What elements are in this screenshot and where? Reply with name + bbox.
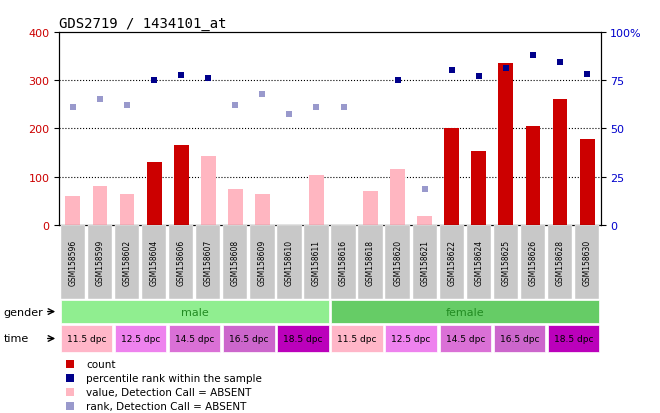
Text: time: time [3, 334, 28, 344]
Text: GSM158596: GSM158596 [69, 239, 77, 285]
Text: GSM158622: GSM158622 [447, 239, 456, 285]
FancyBboxPatch shape [331, 300, 599, 324]
Text: GSM158624: GSM158624 [475, 239, 483, 285]
Text: GSM158620: GSM158620 [393, 239, 402, 285]
FancyBboxPatch shape [61, 225, 85, 299]
FancyBboxPatch shape [331, 325, 383, 353]
FancyBboxPatch shape [358, 225, 383, 299]
Text: count: count [86, 359, 116, 369]
Text: percentile rank within the sample: percentile rank within the sample [86, 373, 262, 383]
FancyBboxPatch shape [115, 325, 166, 353]
Bar [65, 196, 81, 225]
Text: GSM158606: GSM158606 [177, 239, 185, 285]
Text: gender: gender [3, 307, 43, 317]
FancyBboxPatch shape [250, 225, 275, 299]
Text: 18.5 dpc: 18.5 dpc [554, 334, 593, 343]
FancyBboxPatch shape [169, 225, 193, 299]
Bar [228, 189, 243, 225]
FancyBboxPatch shape [61, 300, 329, 324]
FancyBboxPatch shape [467, 225, 491, 299]
FancyBboxPatch shape [196, 225, 220, 299]
Bar [390, 170, 405, 225]
FancyBboxPatch shape [115, 225, 139, 299]
Text: GSM158626: GSM158626 [529, 239, 537, 285]
Bar [201, 157, 216, 225]
Text: GSM158610: GSM158610 [285, 239, 294, 285]
FancyBboxPatch shape [223, 225, 248, 299]
Bar [552, 100, 568, 225]
FancyBboxPatch shape [548, 325, 599, 353]
Text: GSM158607: GSM158607 [204, 239, 213, 285]
FancyBboxPatch shape [61, 325, 112, 353]
Bar [92, 187, 108, 225]
Bar [471, 152, 486, 225]
FancyBboxPatch shape [494, 225, 518, 299]
Bar [363, 192, 378, 225]
FancyBboxPatch shape [440, 225, 464, 299]
FancyBboxPatch shape [412, 225, 437, 299]
FancyBboxPatch shape [440, 325, 491, 353]
Text: 12.5 dpc: 12.5 dpc [121, 334, 160, 343]
FancyBboxPatch shape [277, 225, 302, 299]
Text: 14.5 dpc: 14.5 dpc [175, 334, 214, 343]
Text: value, Detection Call = ABSENT: value, Detection Call = ABSENT [86, 387, 252, 397]
Bar [498, 64, 513, 225]
Bar [444, 129, 459, 225]
Bar [309, 176, 324, 225]
Text: 14.5 dpc: 14.5 dpc [446, 334, 485, 343]
Text: 12.5 dpc: 12.5 dpc [391, 334, 431, 343]
Text: female: female [446, 307, 484, 317]
Bar [417, 216, 432, 225]
Text: GSM158621: GSM158621 [420, 239, 429, 285]
Text: 11.5 dpc: 11.5 dpc [67, 334, 106, 343]
Bar [119, 195, 135, 225]
Text: GSM158618: GSM158618 [366, 239, 375, 285]
Text: GSM158611: GSM158611 [312, 239, 321, 285]
FancyBboxPatch shape [385, 225, 410, 299]
Text: GSM158608: GSM158608 [231, 239, 240, 285]
FancyBboxPatch shape [548, 225, 572, 299]
Text: GSM158602: GSM158602 [123, 239, 131, 285]
Text: GSM158599: GSM158599 [96, 239, 104, 285]
FancyBboxPatch shape [223, 325, 275, 353]
FancyBboxPatch shape [304, 225, 329, 299]
Bar [255, 195, 270, 225]
Text: GSM158616: GSM158616 [339, 239, 348, 285]
Text: GSM158604: GSM158604 [150, 239, 158, 285]
Text: male: male [181, 307, 209, 317]
FancyBboxPatch shape [575, 225, 599, 299]
Bar [525, 127, 541, 225]
Text: GSM158628: GSM158628 [556, 239, 564, 285]
Text: 16.5 dpc: 16.5 dpc [229, 334, 269, 343]
FancyBboxPatch shape [277, 325, 329, 353]
Text: 16.5 dpc: 16.5 dpc [500, 334, 539, 343]
FancyBboxPatch shape [169, 325, 220, 353]
Text: GSM158625: GSM158625 [502, 239, 510, 285]
FancyBboxPatch shape [521, 225, 545, 299]
Text: rank, Detection Call = ABSENT: rank, Detection Call = ABSENT [86, 401, 247, 411]
FancyBboxPatch shape [385, 325, 437, 353]
Text: 11.5 dpc: 11.5 dpc [337, 334, 377, 343]
FancyBboxPatch shape [142, 225, 166, 299]
Bar [174, 146, 189, 225]
FancyBboxPatch shape [331, 225, 356, 299]
Text: 18.5 dpc: 18.5 dpc [283, 334, 323, 343]
FancyBboxPatch shape [494, 325, 545, 353]
Bar [579, 140, 595, 225]
Text: GSM158630: GSM158630 [583, 239, 591, 285]
FancyBboxPatch shape [88, 225, 112, 299]
Text: GSM158609: GSM158609 [258, 239, 267, 285]
Bar [147, 163, 162, 225]
Text: GDS2719 / 1434101_at: GDS2719 / 1434101_at [59, 17, 227, 31]
